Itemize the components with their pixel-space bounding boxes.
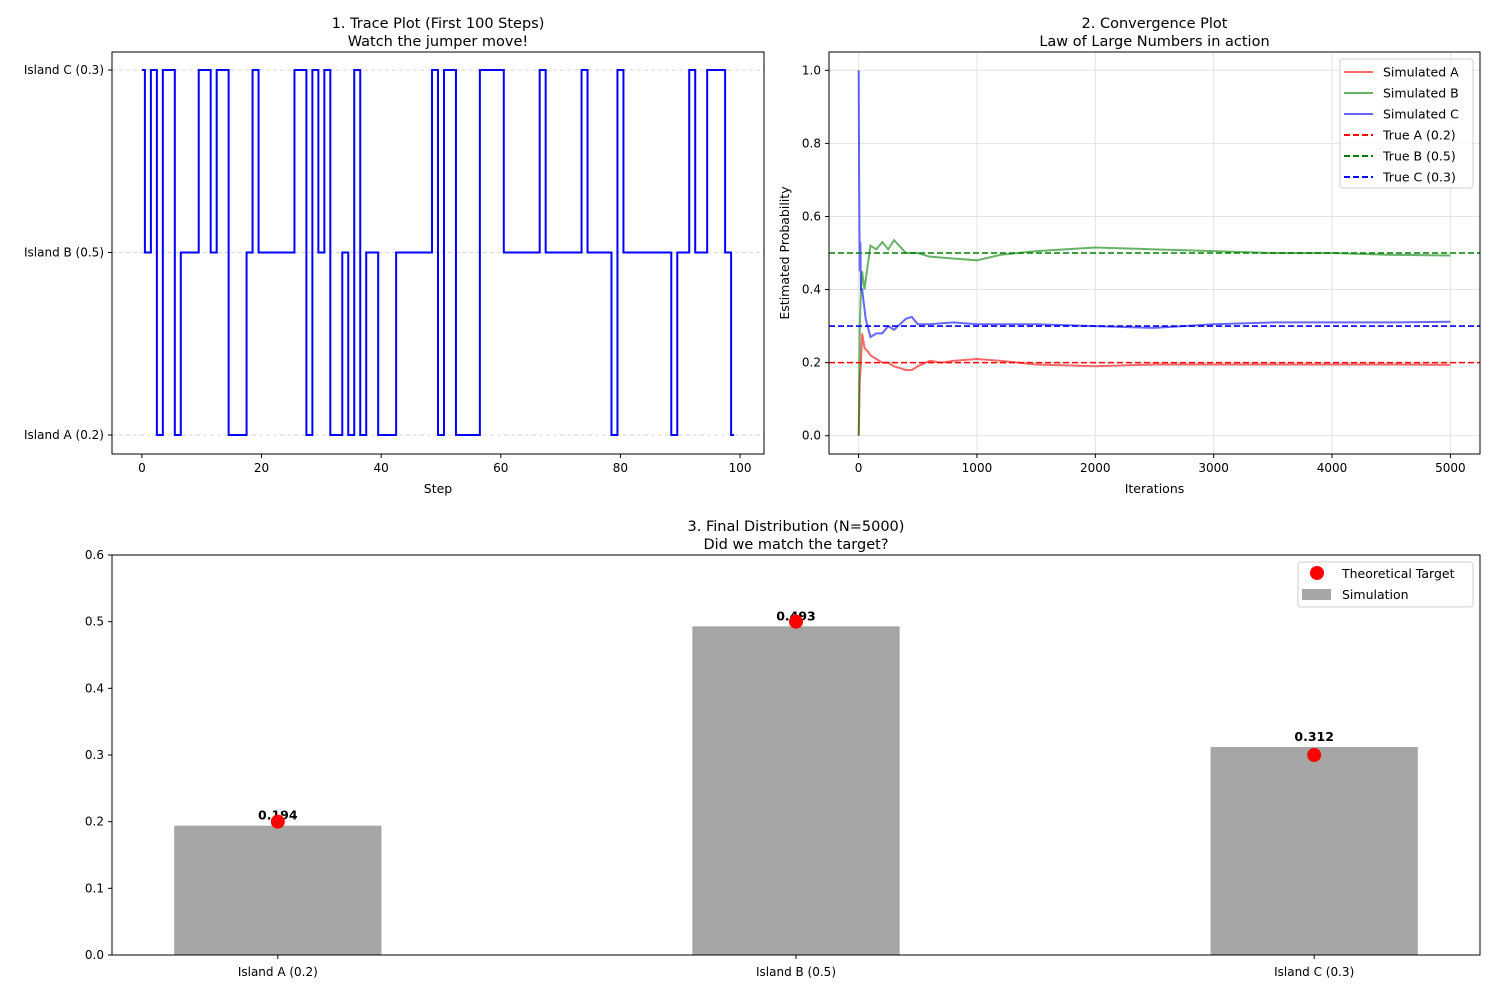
legend-label: Theoretical Target [1341,566,1455,581]
x-tick-label: 5000 [1435,461,1466,475]
simulation-bar [1210,747,1418,955]
y-tick-label: 0.8 [802,136,821,150]
chart-title: 2. Convergence Plot [1082,16,1228,32]
x-tick-label: 40 [374,461,389,475]
simulation-bar [174,825,382,955]
legend-swatch [1310,566,1324,580]
simulated-line-b [857,238,1451,436]
legend-label: Simulated B [1383,86,1459,101]
y-tick-label: 0.0 [802,429,821,443]
y-tick-label: 0.6 [802,209,821,223]
simulated-line-c [857,70,1451,339]
legend-label: Simulated A [1383,65,1459,80]
bar-value-label: 0.312 [1294,729,1334,744]
y-tick-label: 0.1 [85,881,104,895]
legend: Simulated A Simulated B Simulated C True A … [1339,58,1474,189]
chart-subtitle: Did we match the target? [703,537,888,553]
target-point [1307,748,1322,762]
x-tick-label: 80 [613,461,628,475]
y-tick-label: 0.2 [85,815,104,829]
y-tick-label: 1.0 [802,63,821,77]
y-tick-label: Island A (0.2) [24,428,104,442]
x-tick-label: Island A (0.2) [238,965,318,979]
y-tick-label: 0.0 [85,948,104,962]
y-tick-label: Island C (0.3) [24,63,104,77]
x-tick-label: Island C (0.3) [1274,965,1354,979]
x-tick-label: 0 [855,461,863,475]
axes-frame [111,554,1481,956]
axes-frame [111,51,765,455]
x-tick-label: Island B (0.5) [756,965,836,979]
y-tick-label: 0.6 [85,548,104,562]
convergence-plot: 0 1000 2000 3000 4000 5000 0.0 0.2 0.4 0.6 0.8 1.0 2… [777,16,1481,496]
x-tick-label: 60 [493,461,508,475]
x-axis-label: Iterations [1125,481,1185,496]
x-tick-label: 4000 [1317,461,1348,475]
axes-frame [828,51,1481,455]
distribution-plot: 0.00.10.20.30.40.50.60.194Island A (0.2)… [85,519,1481,979]
legend-swatch [1302,589,1331,600]
target-point [270,814,285,829]
simulated-line-a [857,333,1451,436]
chart-title: 1. Trace Plot (First 100 Steps) [332,16,545,32]
y-tick-label: 0.5 [85,615,104,629]
simulation-bar [692,626,900,955]
legend-box [1297,561,1474,608]
y-tick-label: 0.4 [85,681,104,695]
legend-label: Simulation [1342,587,1409,602]
legend-box [1339,58,1474,189]
y-tick-label: 0.3 [85,748,104,762]
x-tick-label: 100 [729,461,752,475]
chart-subtitle: Law of Large Numbers in action [1039,34,1269,50]
legend-label: Simulated C [1383,107,1459,122]
trace-line [141,69,735,436]
x-tick-label: 1000 [962,461,993,475]
legend-label: True A (0.2) [1382,128,1456,143]
x-tick-label: 3000 [1198,461,1229,475]
chart-title: 3. Final Distribution (N=5000) [688,519,905,535]
legend: Theoretical Target Simulation [1297,561,1474,608]
legend-label: True B (0.5) [1382,149,1456,164]
x-axis-label: Step [424,481,453,496]
y-tick-label: Island B (0.5) [24,246,104,260]
y-tick-label: 0.4 [802,283,821,297]
legend-label: True C (0.3) [1382,170,1456,185]
trace-plot: Island A (0.2) Island B (0.5) Island C (0.… [24,16,765,496]
y-axis-label: Estimated Probability [777,186,792,320]
target-point [789,614,803,629]
x-tick-label: 20 [254,461,269,475]
x-tick-label: 0 [138,461,146,475]
y-tick-label: 0.2 [802,356,821,370]
x-tick-label: 2000 [1080,461,1111,475]
chart-subtitle: Watch the jumper move! [348,34,529,50]
